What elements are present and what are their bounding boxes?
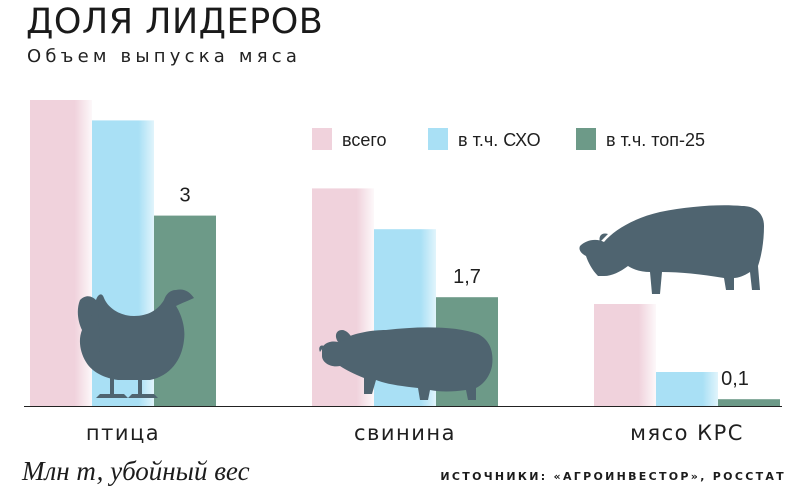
- category-label: мясо КРС: [630, 421, 744, 445]
- legend-swatch-sho: [428, 128, 448, 150]
- footer-source: ИСТОЧНИКИ: «АГРОИНВЕСТОР», РОССТАТ: [440, 470, 786, 483]
- bar-total-2: [594, 304, 656, 406]
- footer-unit: Млн т, убойный вес: [22, 456, 250, 486]
- legend-swatch-top25: [576, 128, 596, 150]
- data-label: 1,7: [453, 266, 481, 288]
- legend-swatch-total: [312, 128, 332, 150]
- pig-icon: [319, 327, 493, 400]
- bar-top25-2: [718, 399, 780, 406]
- page-subtitle: Объем выпуска мяса: [27, 46, 302, 67]
- bar-total-0: [30, 100, 92, 406]
- page-title: ДОЛЯ ЛИДЕРОВ: [26, 2, 324, 42]
- legend-label-top25: в т.ч. топ-25: [606, 130, 705, 150]
- legend-label-sho: в т.ч. СХО: [458, 130, 541, 150]
- legend-label-total: всего: [342, 130, 387, 150]
- data-label: 0,1: [721, 368, 749, 390]
- category-label: птица: [86, 421, 160, 445]
- cow-icon: [579, 205, 764, 294]
- category-label: свинина: [354, 421, 456, 445]
- chicken-icon: [77, 289, 194, 398]
- bar-sho-2: [656, 372, 718, 406]
- data-label: 3: [179, 185, 190, 207]
